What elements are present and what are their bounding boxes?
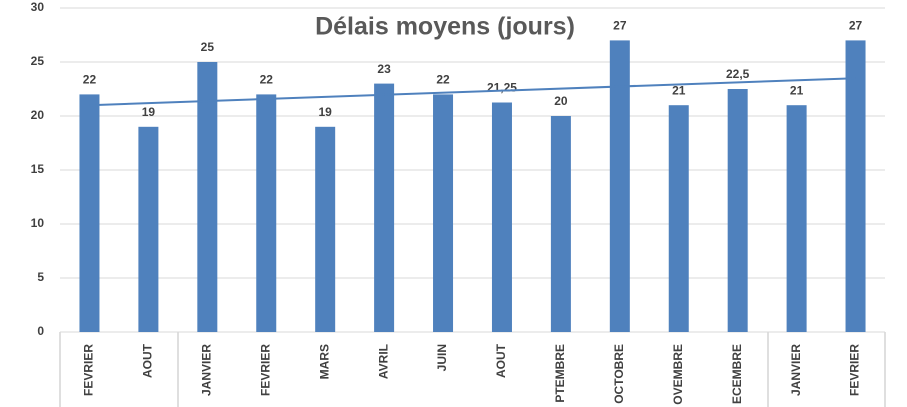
value-label: 22,5 — [726, 67, 750, 81]
value-label: 21 — [672, 83, 686, 97]
bar — [138, 126, 159, 332]
value-label: 21,25 — [487, 81, 517, 95]
x-tick-label: FEVRIER — [82, 344, 96, 396]
chart-title: Délais moyens (jours) — [315, 13, 575, 41]
x-tick-label: OVEMBRE — [671, 344, 685, 405]
x-tick-label: ECEMBRE — [730, 344, 744, 404]
x-tick-label: FEVRIER — [848, 344, 862, 396]
bar — [315, 126, 336, 332]
x-tick-label: JUIN — [435, 344, 449, 371]
group-separators — [59, 332, 886, 407]
x-tick-label: AOUT — [494, 343, 508, 378]
y-tick-label: 10 — [31, 216, 45, 230]
bar — [256, 94, 277, 333]
x-tick-label: AVRIL — [376, 344, 390, 379]
x-tick-label: MARS — [317, 344, 331, 379]
value-label: 20 — [554, 94, 568, 108]
x-tick-label: OCTOBRE — [612, 344, 626, 404]
value-label: 22 — [83, 73, 97, 87]
value-label: 22 — [260, 73, 274, 87]
bar — [197, 62, 218, 332]
value-label: 27 — [613, 19, 627, 33]
value-label: 27 — [849, 19, 863, 33]
bar — [433, 94, 454, 333]
y-tick-label: 15 — [31, 162, 45, 176]
trendline — [89, 77, 856, 107]
bar — [374, 83, 395, 332]
value-label: 25 — [201, 40, 215, 54]
bar — [668, 105, 689, 332]
value-label: 21 — [790, 83, 804, 97]
x-tick-label: JANVIER — [789, 344, 803, 396]
y-tick-label: 30 — [31, 0, 45, 14]
bar — [786, 105, 807, 332]
x-tick-label: AOUT — [141, 343, 155, 378]
y-tick-label: 0 — [37, 324, 44, 338]
y-tick-label: 5 — [37, 270, 44, 284]
bar — [727, 89, 748, 332]
value-label: 19 — [318, 105, 332, 119]
bar — [491, 102, 512, 332]
y-tick-label: 25 — [31, 54, 45, 68]
x-tick-label: JANVIER — [199, 344, 213, 396]
x-tick-label: PTEMBRE — [553, 344, 567, 403]
bar — [845, 40, 866, 333]
value-label: 23 — [377, 62, 391, 76]
bar — [79, 94, 100, 333]
value-label: 22 — [436, 73, 450, 87]
value-label: 19 — [142, 105, 156, 119]
y-tick-label: 20 — [31, 108, 45, 122]
x-tick-label: FEVRIER — [258, 344, 272, 396]
bar — [609, 40, 630, 333]
bar — [550, 116, 571, 332]
